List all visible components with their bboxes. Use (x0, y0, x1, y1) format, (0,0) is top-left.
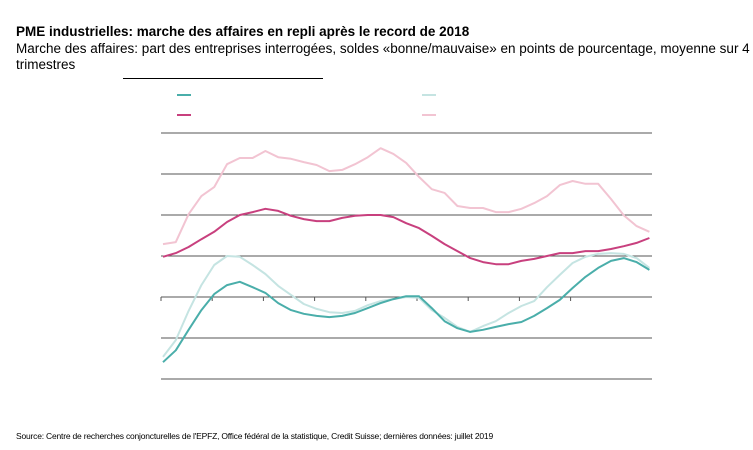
chart-subtitle: Marche des affaires: part des entreprise… (16, 41, 750, 72)
series-light-teal-line (162, 252, 651, 358)
clipped-legend-header (123, 78, 323, 81)
series-lines (162, 147, 651, 363)
series-magenta-line (162, 207, 650, 266)
x-axis-ticks (160, 297, 572, 301)
gridlines (161, 132, 652, 380)
legend-swatch-light-pink (422, 114, 436, 116)
source-note: Source: Centre de recherches conjoncture… (16, 431, 493, 441)
legend-swatch-magenta (177, 114, 191, 116)
series-light-pink-line (162, 147, 650, 246)
chart-title: PME industrielles: marche des affaires e… (16, 24, 470, 39)
legend-swatch-teal (177, 94, 191, 96)
series-teal-line (162, 257, 650, 363)
legend-swatch-light-teal (422, 94, 436, 96)
